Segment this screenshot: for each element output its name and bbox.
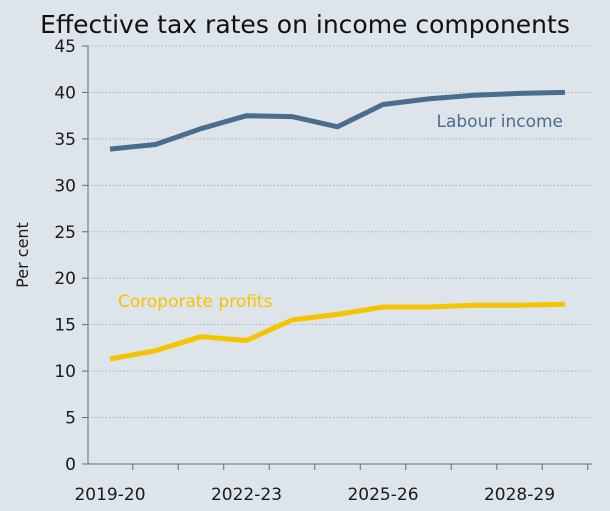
x-tick-label: 2028-29: [484, 485, 555, 505]
y-tick-label: 10: [54, 362, 76, 382]
x-tick-label: 2019-20: [74, 485, 145, 505]
chart-title: Effective tax rates on income components: [40, 10, 570, 39]
y-axis-label: Per cent: [13, 222, 32, 288]
x-tick-label: 2022-23: [211, 485, 282, 505]
series: [109, 89, 566, 362]
y-tick-label: 45: [54, 37, 76, 57]
series-label: Labour income: [436, 112, 563, 132]
y-tick-label: 40: [54, 83, 76, 103]
y-tick-label: 25: [54, 223, 76, 243]
y-tick-label: 5: [65, 409, 76, 429]
y-tick-label: 20: [54, 269, 76, 289]
y-tick-label: 35: [54, 130, 76, 150]
y-tick-label: 30: [54, 176, 76, 196]
series-line-0: [109, 89, 566, 152]
series-label: Coroporate profits: [118, 292, 273, 312]
gridlines: [88, 45, 592, 419]
series-line-1: [109, 301, 566, 362]
series-labels: Labour income Coroporate profits: [118, 112, 563, 312]
y-tick-label: 0: [65, 455, 76, 475]
x-tick-label: 2025-26: [347, 485, 418, 505]
y-tick-label: 15: [54, 316, 76, 336]
axes: 0 5 10 15 20 25 30 35 40 45 2019-20 2022-23 2025-26 2…: [54, 37, 592, 505]
